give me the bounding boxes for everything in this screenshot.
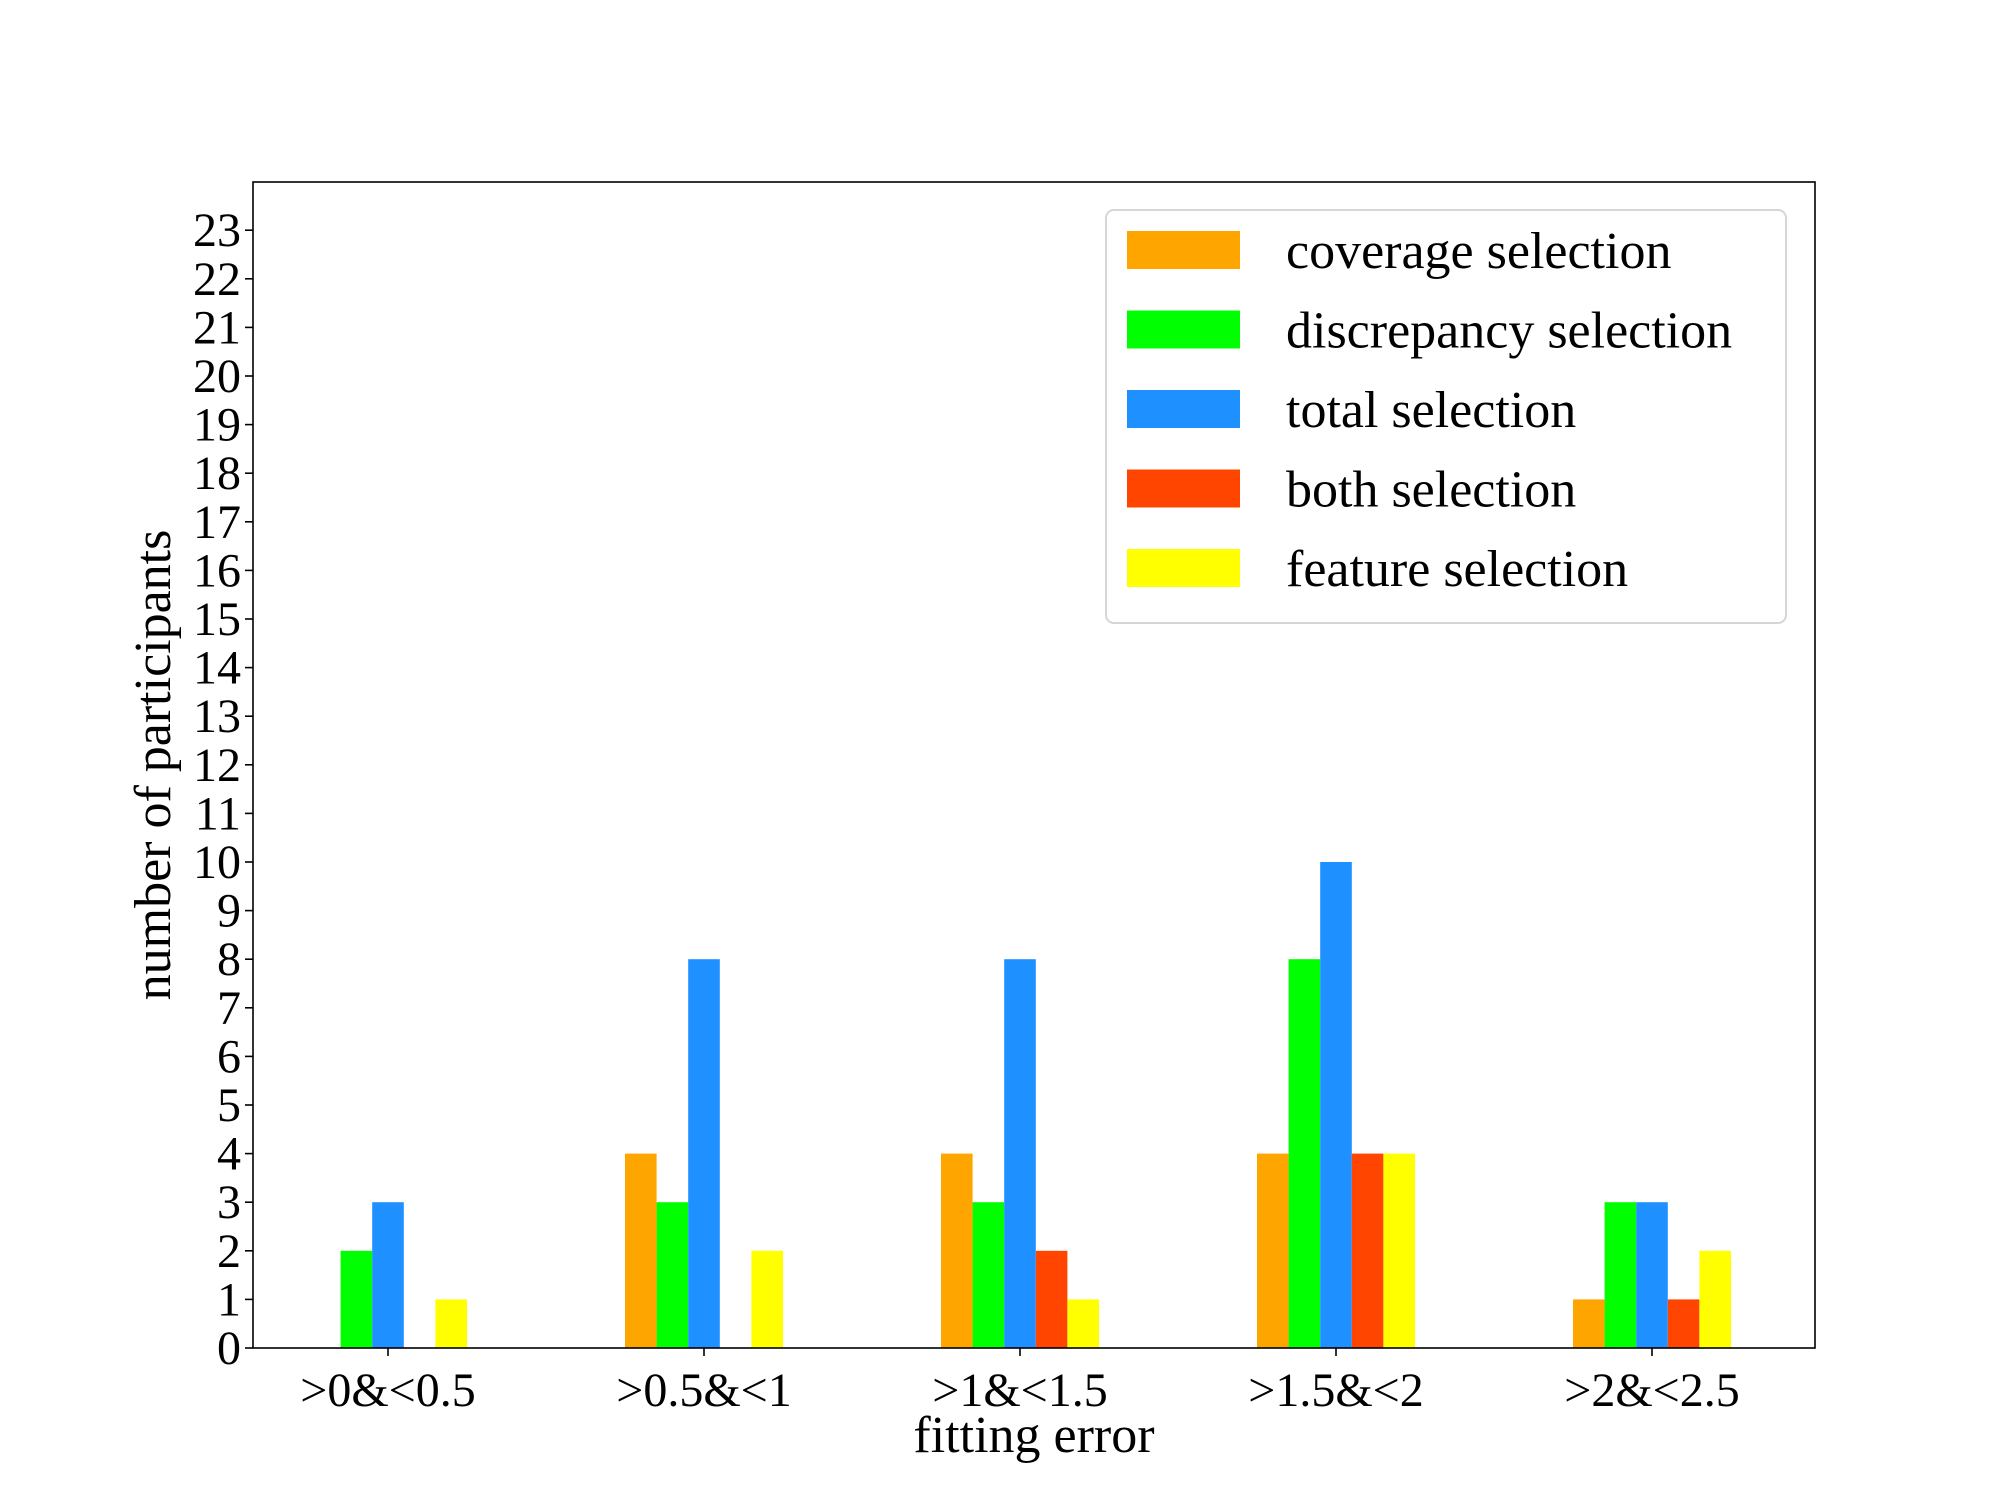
x-tick-label: >0&<0.5 [300,1364,475,1417]
bar-total-selection-2 [1004,959,1036,1348]
x-tick-label: >1.5&<2 [1248,1364,1423,1417]
y-tick-label: 23 [193,204,241,257]
y-tick-label: 0 [217,1322,241,1375]
y-tick-label: 5 [217,1079,241,1132]
bar-both-selection-4 [1667,1299,1700,1348]
y-tick-label: 14 [193,642,241,695]
legend-swatch-discrepancy-selection [1127,310,1240,349]
x-tick-label: >2&<2.5 [1564,1364,1739,1417]
bar-coverage-selection-1 [625,1153,657,1348]
y-tick-label: 11 [195,787,241,840]
legend-swatch-total-selection [1127,390,1240,428]
bar-coverage-selection-4 [1573,1299,1605,1348]
y-tick-label: 22 [193,253,241,306]
bar-discrepancy-selection-0 [340,1250,373,1348]
y-tick-label: 1 [217,1273,241,1326]
bars-layer [340,862,1731,1348]
y-axis-title: number of participants [125,530,182,1001]
legend: coverage selection discrepancy selection t… [1105,209,1787,624]
bar-total-selection-1 [688,959,720,1348]
y-tick-label: 12 [193,739,241,792]
legend-label-total-selection: total selection [1286,382,1576,439]
y-tick-label: 20 [193,350,241,403]
bar-both-selection-3 [1351,1153,1384,1348]
bar-feature-selection-1 [751,1250,783,1348]
y-tick-label: 9 [217,885,241,938]
bar-total-selection-3 [1320,862,1352,1348]
y-tick-label: 19 [193,399,241,452]
legend-label-both-selection: both selection [1286,462,1576,519]
legend-label-discrepancy-selection: discrepancy selection [1286,303,1732,360]
legend-swatch-both-selection [1127,469,1240,508]
y-tick-label: 16 [193,544,241,597]
bar-total-selection-4 [1636,1202,1668,1348]
x-axis-title: fitting error [913,1407,1154,1464]
bar-feature-selection-0 [435,1299,467,1348]
bar-coverage-selection-2 [941,1153,973,1348]
legend-label-feature-selection: feature selection [1286,541,1628,598]
bar-discrepancy-selection-3 [1288,959,1321,1348]
y-tick-label: 13 [193,690,241,743]
legend-frame [1105,209,1787,624]
bar-discrepancy-selection-4 [1604,1202,1637,1348]
legend-swatch-feature-selection [1127,549,1240,587]
x-tick-label: >0.5&<1 [616,1364,791,1417]
y-tick-label: 2 [217,1225,241,1278]
bar-coverage-selection-3 [1257,1153,1289,1348]
y-tick-label: 3 [217,1176,241,1229]
y-tick-label: 4 [217,1128,241,1181]
x-axis: >0&<0.5 >0.5&<1 >1&<1.5 >1.5&<2 >2&<2.5 [300,1348,1740,1417]
y-tick-label: 15 [193,593,241,646]
legend-swatch-coverage-selection [1127,231,1240,269]
x-tick-label: >1&<1.5 [932,1364,1107,1417]
bar-discrepancy-selection-2 [972,1202,1005,1348]
y-tick-label: 21 [193,301,241,354]
bar-total-selection-0 [372,1202,404,1348]
y-tick-label: 8 [217,933,241,986]
legend-label-coverage-selection: coverage selection [1286,223,1671,280]
bar-feature-selection-2 [1067,1299,1099,1348]
y-tick-label: 18 [193,447,241,500]
y-tick-label: 10 [193,836,241,889]
bar-discrepancy-selection-1 [656,1202,689,1348]
y-tick-label: 17 [193,496,241,549]
bar-both-selection-2 [1035,1250,1068,1348]
bar-feature-selection-3 [1383,1153,1415,1348]
y-tick-label: 6 [217,1030,241,1083]
bar-feature-selection-4 [1699,1250,1731,1348]
y-tick-label: 7 [217,982,241,1035]
